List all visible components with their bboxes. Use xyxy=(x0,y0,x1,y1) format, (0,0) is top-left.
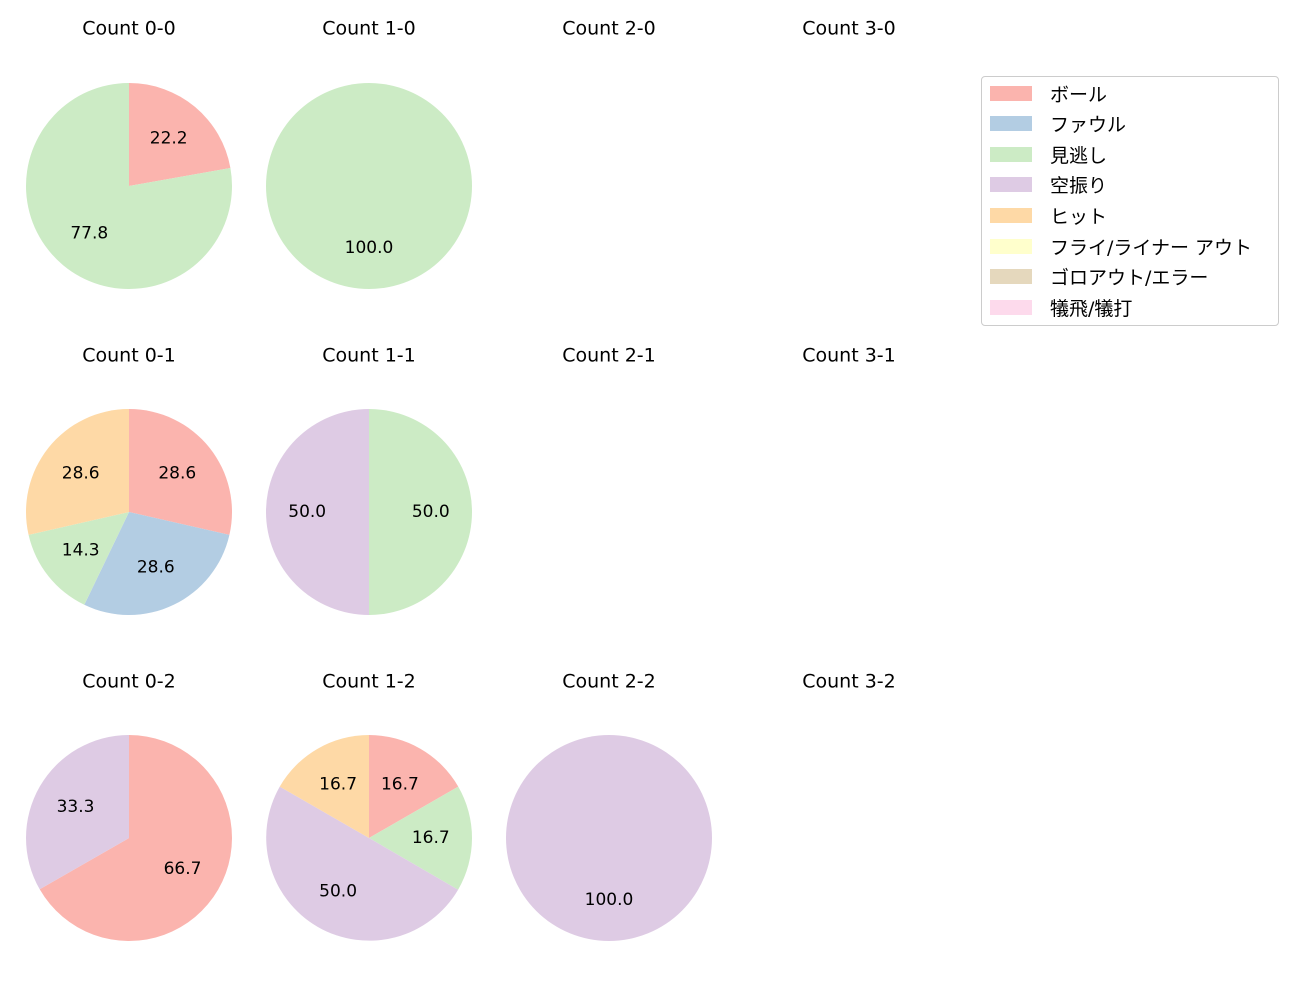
legend-label: ファウル xyxy=(1050,114,1127,137)
slice-label: 50.0 xyxy=(288,502,326,522)
slice-label: 28.6 xyxy=(137,558,175,578)
chart-title: Count 3-1 xyxy=(802,345,896,367)
legend-swatch xyxy=(990,238,1032,254)
legend-label: ヒット xyxy=(1050,205,1108,228)
pie-chart: Count 2-2 100.0 xyxy=(506,671,712,941)
legend-swatch xyxy=(990,116,1032,132)
slice-label: 33.3 xyxy=(57,797,95,817)
legend-label: ゴロアウト/エラー xyxy=(1050,267,1209,290)
pie-chart: Count 1-1 50.0 50.0 xyxy=(266,345,472,615)
pie-slice xyxy=(369,409,472,615)
legend-label: 見逃し xyxy=(1050,144,1108,167)
legend-item: ボール xyxy=(990,81,1275,106)
legend-swatch xyxy=(990,177,1032,193)
chart-title: Count 1-2 xyxy=(322,671,416,693)
legend-label: ボール xyxy=(1050,83,1108,106)
chart-title: Count 0-1 xyxy=(82,345,176,367)
pie-slice xyxy=(279,735,369,838)
slice-label: 50.0 xyxy=(412,502,450,522)
pie-chart: Count 1-2 16.7 16.7 50.0 16.7 xyxy=(266,671,472,941)
pie-slice xyxy=(369,786,472,890)
chart-title: Count 2-0 xyxy=(562,18,656,40)
legend-item: 空振り xyxy=(990,173,1275,197)
pie-chart: Count 3-1 xyxy=(802,345,896,367)
legend: ボールファウル見逃し空振りヒットフライ/ライナー アウト ゴロアウト/エラー 犠飛/… xyxy=(981,76,1279,326)
pie-slice xyxy=(506,735,712,941)
pie-chart: Count 0-0 22.2 77.8 xyxy=(26,18,233,289)
slice-label: 28.6 xyxy=(158,464,196,484)
pie-slice xyxy=(129,83,231,186)
chart-title: Count 1-0 xyxy=(322,18,416,40)
chart-title: Count 2-1 xyxy=(562,345,656,367)
legend-label: 犠飛/犠打 xyxy=(1050,297,1133,320)
legend-swatch xyxy=(990,85,1032,101)
pie-slice xyxy=(266,786,459,941)
pie-slice xyxy=(28,512,129,605)
chart-title: Count 3-2 xyxy=(802,671,896,693)
chart-title: Count 0-0 xyxy=(82,18,176,40)
legend-item: ヒット xyxy=(990,203,1275,228)
pie-chart: Count 1-0 100.0 xyxy=(266,18,472,289)
pie-chart: Count 3-0 xyxy=(802,18,896,40)
legend-swatch xyxy=(990,269,1032,285)
legend-label: フライ/ライナー アウト xyxy=(1050,236,1253,259)
slice-label: 50.0 xyxy=(319,882,357,902)
slice-label: 77.8 xyxy=(70,223,108,243)
pie-slice xyxy=(84,512,230,616)
slice-label: 66.7 xyxy=(164,859,202,879)
pie-chart: Count 0-2 66.7 33.3 xyxy=(26,671,233,941)
chart-title: Count 0-2 xyxy=(82,671,176,693)
pie-slice xyxy=(266,409,369,615)
legend-item: 見逃し xyxy=(990,142,1275,167)
chart-title: Count 1-1 xyxy=(322,345,416,367)
legend-swatch xyxy=(990,146,1032,162)
slice-label: 100.0 xyxy=(585,890,634,910)
legend-item: 犠飛/犠打 xyxy=(990,295,1275,320)
legend-swatch xyxy=(990,207,1032,223)
pie-chart: Count 3-2 xyxy=(802,671,896,693)
slice-label: 16.7 xyxy=(319,775,357,795)
pie-slice xyxy=(26,735,130,890)
slice-label: 22.2 xyxy=(150,129,188,149)
slice-label: 100.0 xyxy=(345,238,394,258)
pie-chart: Count 2-1 xyxy=(562,345,656,367)
legend-label: 空振り xyxy=(1050,175,1108,198)
pie-slice xyxy=(25,408,130,535)
legend-item: フライ/ライナー アウト xyxy=(990,234,1275,259)
chart-title: Count 2-2 xyxy=(562,671,656,693)
slice-label: 14.3 xyxy=(62,541,100,561)
chart-title: Count 3-0 xyxy=(802,18,896,40)
pie-chart: Count 0-1 28.6 28.6 14.3 28.6 xyxy=(25,345,233,616)
slice-label: 28.6 xyxy=(62,464,100,484)
legend-swatch xyxy=(990,299,1032,315)
pie-slice xyxy=(39,735,233,941)
slice-label: 16.7 xyxy=(381,775,419,795)
pie-slice xyxy=(266,83,472,289)
slice-label: 16.7 xyxy=(412,828,450,848)
legend-item: ファウル xyxy=(990,112,1275,136)
pie-slice xyxy=(369,735,459,838)
legend-item: ゴロアウト/エラー xyxy=(990,265,1275,289)
pie-chart: Count 2-0 xyxy=(562,18,656,40)
pie-slice xyxy=(26,83,233,289)
pie-slice xyxy=(129,409,233,535)
